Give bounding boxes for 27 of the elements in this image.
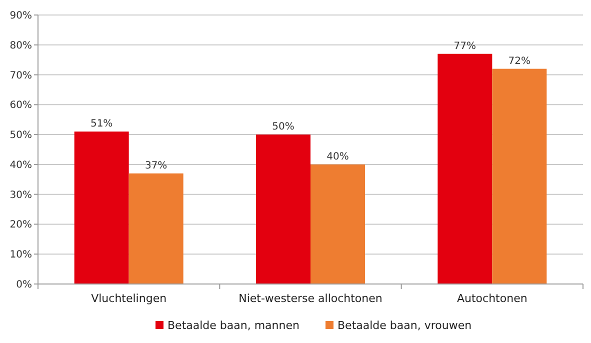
y-tick-label: 20% [10,220,32,231]
legend-label: Betaalde baan, mannen [168,318,300,332]
data-label: 40% [326,151,349,162]
x-tick-label: Autochtonen [457,292,528,305]
data-label: 72% [508,56,531,67]
bar [438,54,492,284]
y-tick-label: 30% [10,190,32,201]
y-tick-label: 70% [10,70,32,82]
bar [128,173,184,284]
y-tick-label: 50% [10,130,32,142]
bar [310,164,365,284]
data-label: 51% [90,118,113,130]
y-tick-label: 80% [10,40,32,52]
x-tick-label: Niet-westerse allochtonen [238,292,382,305]
y-tick-label: 60% [10,100,32,112]
y-tick-label: 90% [10,10,32,22]
bar [492,68,547,284]
data-label: 37% [144,160,168,172]
x-tick-label: Vluchtelingen [91,292,167,305]
data-label: 77% [454,40,476,52]
data-label: 50% [272,122,294,133]
bar [74,132,129,284]
bar [256,134,310,284]
legend-label: Betaalde baan, vrouwen [338,318,472,332]
y-tick-label: 10% [10,250,32,261]
y-tick-label: 40% [10,160,32,171]
y-tick-label: 0% [16,280,32,290]
